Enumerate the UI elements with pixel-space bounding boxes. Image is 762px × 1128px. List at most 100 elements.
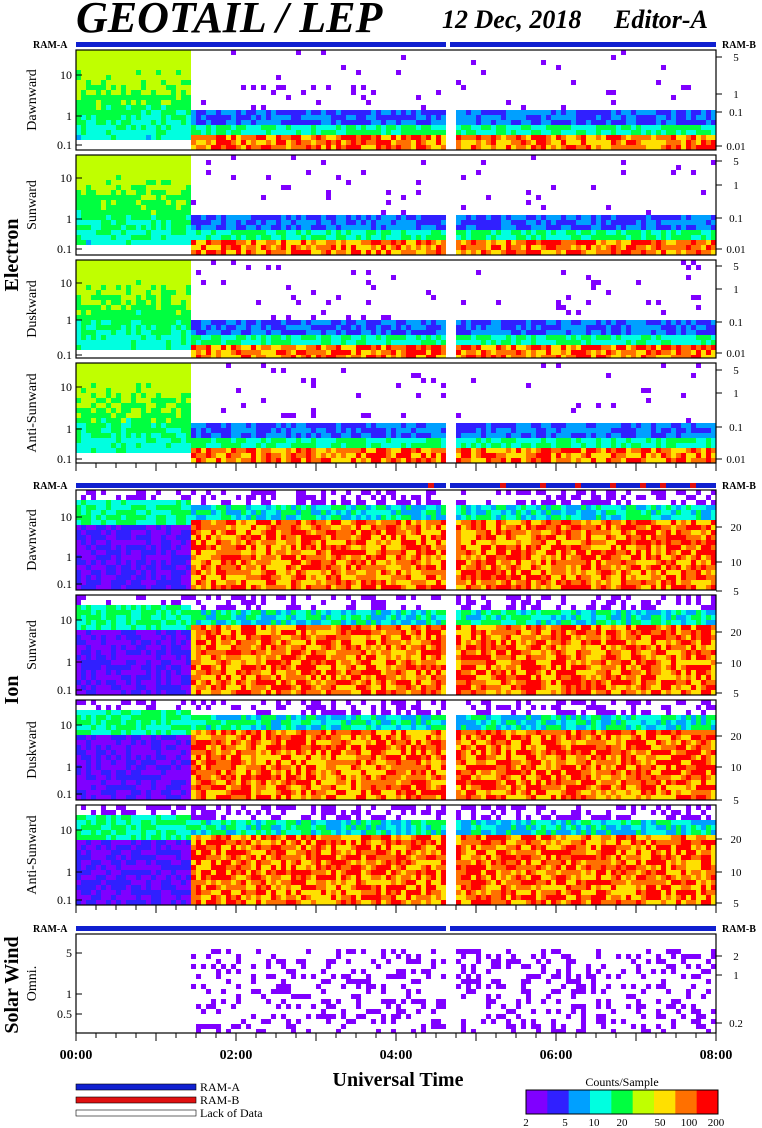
- heatmap-cell: [541, 320, 546, 325]
- heatmap-cell: [101, 185, 106, 190]
- heatmap-cell: [706, 345, 711, 350]
- heatmap-cell: [686, 245, 691, 250]
- heatmap-cell: [616, 335, 621, 340]
- heatmap-cell: [561, 230, 566, 235]
- heatmap-cell: [631, 115, 636, 120]
- heatmap-cell: [206, 230, 211, 235]
- heatmap-cell: [536, 145, 541, 150]
- heatmap-cell: [166, 330, 171, 335]
- right-tick-label: 0.1: [729, 107, 743, 119]
- heatmap-cell: [476, 458, 481, 463]
- heatmap-cell: [701, 345, 706, 350]
- heatmap-cell: [151, 418, 156, 423]
- heatmap-cell: [471, 453, 476, 458]
- heatmap-cell: [186, 65, 191, 70]
- heatmap-cell: [186, 60, 191, 65]
- heatmap-cell: [326, 120, 331, 125]
- heatmap-cell: [536, 350, 541, 355]
- heatmap-cell: [236, 225, 241, 230]
- heatmap-cell: [151, 413, 156, 418]
- heatmap-cell: [616, 245, 621, 250]
- heatmap-cell: [456, 130, 461, 135]
- heatmap-cell: [261, 340, 266, 345]
- heatmap-cell: [671, 125, 676, 130]
- heatmap-cell: [176, 403, 181, 408]
- heatmap-cell: [371, 345, 376, 350]
- heatmap-cell: [301, 145, 306, 150]
- heatmap-cell: [316, 330, 321, 335]
- heatmap-cell: [351, 235, 356, 240]
- heatmap-cell: [106, 310, 111, 315]
- heatmap-cell: [536, 345, 541, 350]
- heatmap-cell: [171, 393, 176, 398]
- heatmap-cell: [406, 448, 411, 453]
- heatmap-cell: [221, 458, 226, 463]
- heatmap-cell: [531, 340, 536, 345]
- heatmap-cell: [471, 443, 476, 448]
- lack-of-data-mark: [446, 483, 450, 488]
- heatmap-cell: [91, 275, 96, 280]
- heatmap-cell: [156, 230, 161, 235]
- heatmap-cell: [646, 125, 651, 130]
- heatmap-cell: [186, 320, 191, 325]
- heatmap-cell: [686, 125, 691, 130]
- heatmap-cell: [311, 85, 316, 90]
- heatmap-cell: [576, 145, 581, 150]
- heatmap-cell: [196, 135, 201, 140]
- heatmap-cell: [86, 408, 91, 413]
- heatmap-cell: [366, 220, 371, 225]
- heatmap-cell: [181, 383, 186, 388]
- heatmap-cell: [166, 340, 171, 345]
- heatmap-cell: [376, 355, 381, 358]
- heatmap-cell: [691, 145, 696, 150]
- heatmap-cell: [546, 230, 551, 235]
- heatmap-cell: [141, 320, 146, 325]
- heatmap-cell: [156, 50, 161, 55]
- heatmap-cell: [286, 453, 291, 458]
- heatmap-cell: [226, 423, 231, 428]
- heatmap-cell: [156, 398, 161, 403]
- heatmap-cell: [441, 453, 446, 458]
- heatmap-cell: [216, 350, 221, 355]
- heatmap-cell: [691, 245, 696, 250]
- heatmap-cell: [176, 438, 181, 443]
- heatmap-cell: [506, 335, 511, 340]
- heatmap-cell: [116, 345, 121, 350]
- heatmap-cell: [626, 350, 631, 355]
- heatmap-cell: [101, 320, 106, 325]
- heatmap-cell: [91, 95, 96, 100]
- heatmap-cell: [696, 340, 701, 345]
- heatmap-cell: [696, 350, 701, 355]
- heatmap-cell: [596, 225, 601, 230]
- heatmap-cell: [211, 125, 216, 130]
- heatmap-cell: [281, 125, 286, 130]
- heatmap-cell: [111, 95, 116, 100]
- heatmap-cell: [651, 135, 656, 140]
- heatmap-cell: [206, 115, 211, 120]
- heatmap-cell: [111, 428, 116, 433]
- heatmap-cell: [546, 110, 551, 115]
- heatmap-cell: [586, 300, 591, 305]
- heatmap-cell: [496, 220, 501, 225]
- heatmap-cell: [301, 330, 306, 335]
- heatmap-cell: [636, 230, 641, 235]
- heatmap-cell: [116, 210, 121, 215]
- heatmap-cell: [76, 195, 81, 200]
- heatmap-cell: [531, 330, 536, 335]
- heatmap-cell: [156, 325, 161, 330]
- heatmap-cell: [356, 438, 361, 443]
- heatmap-cell: [316, 345, 321, 350]
- heatmap-cell: [441, 145, 446, 150]
- heatmap-cell: [541, 220, 546, 225]
- heatmap-cell: [326, 140, 331, 145]
- heatmap-cell: [381, 335, 386, 340]
- heatmap-cell: [506, 438, 511, 443]
- heatmap-cell: [476, 245, 481, 250]
- heatmap-cell: [226, 428, 231, 433]
- heatmap-cell: [141, 315, 146, 320]
- heatmap-cell: [631, 110, 636, 115]
- heatmap-cell: [366, 135, 371, 140]
- heatmap-cell: [91, 155, 96, 160]
- heatmap-cell: [186, 130, 191, 135]
- heatmap-cell: [696, 230, 701, 235]
